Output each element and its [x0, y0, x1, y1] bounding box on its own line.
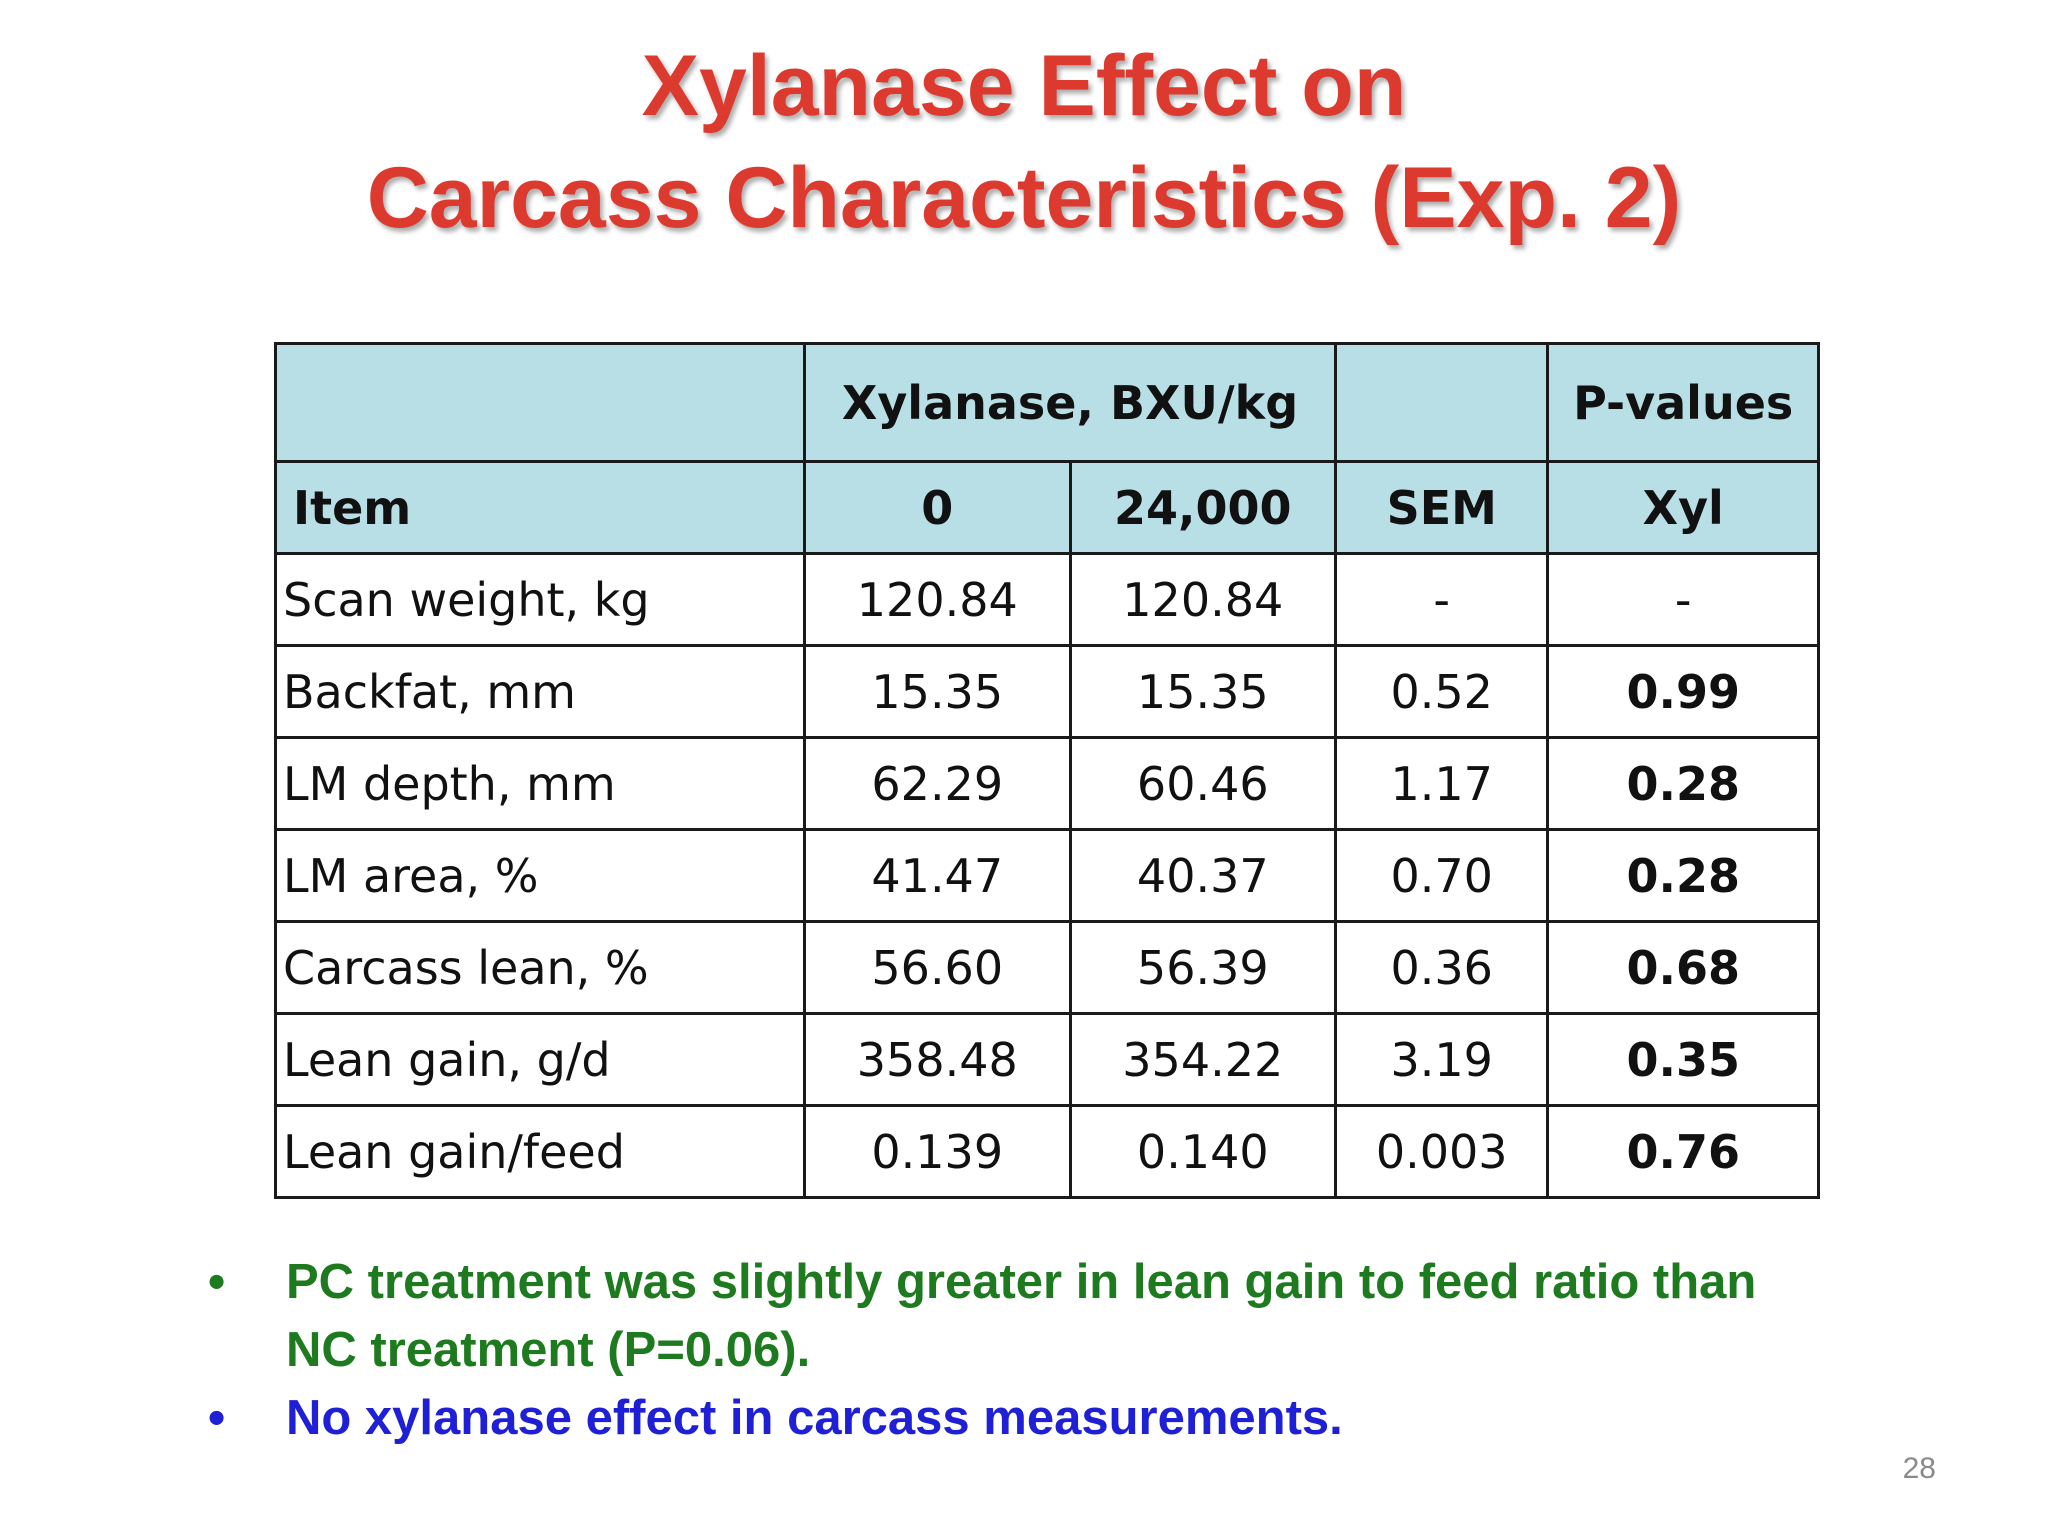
header-xyl: Xyl [1546, 460, 1820, 555]
bullet-list: • PC treatment was slightly greater in l… [200, 1248, 1840, 1452]
carcass-table: Xylanase, BXU/kg P-values Item 0 24,000 … [273, 342, 1820, 1199]
cell-dose-24000: 120.84 [1068, 552, 1338, 647]
cell-dose-24000: 0.140 [1068, 1104, 1338, 1199]
cell-sem: 0.36 [1334, 920, 1550, 1015]
cell-sem: 1.17 [1334, 736, 1550, 831]
cell-sem: 0.70 [1334, 828, 1550, 923]
bullet-text: No xylanase effect in carcass measuremen… [286, 1391, 1343, 1445]
table-header-row-1: Xylanase, BXU/kg P-values [273, 342, 1820, 463]
cell-xyl: 0.68 [1546, 920, 1820, 1015]
cell-dose-0: 120.84 [803, 552, 1072, 647]
header-item: Item [273, 460, 807, 555]
cell-xyl: 0.76 [1546, 1104, 1820, 1199]
cell-item: LM area, % [273, 828, 807, 923]
table-row: Scan weight, kg 120.84 120.84 - - [273, 552, 1820, 647]
cell-dose-0: 41.47 [803, 828, 1072, 923]
header-empty-cell [1334, 342, 1550, 463]
table-row: Lean gain/feed 0.139 0.140 0.003 0.76 [273, 1104, 1820, 1199]
cell-sem: 3.19 [1334, 1012, 1550, 1107]
bullet-marker: • [208, 1391, 226, 1445]
header-pvalues-group: P-values [1546, 342, 1820, 463]
table-row: Backfat, mm 15.35 15.35 0.52 0.99 [273, 644, 1820, 739]
slide-title: Xylanase Effect on Carcass Characteristi… [0, 30, 2048, 254]
bullet-item-pc-treatment: • PC treatment was slightly greater in l… [200, 1248, 1840, 1384]
header-dose-24000: 24,000 [1068, 460, 1338, 555]
bullet-item-no-effect: • No xylanase effect in carcass measurem… [200, 1384, 1840, 1452]
title-line-1: Xylanase Effect on [641, 38, 1407, 134]
cell-item: Scan weight, kg [273, 552, 807, 647]
header-dose-0: 0 [803, 460, 1072, 555]
cell-dose-24000: 60.46 [1068, 736, 1338, 831]
cell-sem: - [1334, 552, 1550, 647]
bullet-marker: • [208, 1255, 226, 1309]
cell-dose-24000: 15.35 [1068, 644, 1338, 739]
header-empty-cell [273, 342, 807, 463]
table-row: Lean gain, g/d 358.48 354.22 3.19 0.35 [273, 1012, 1820, 1107]
cell-dose-24000: 40.37 [1068, 828, 1338, 923]
header-xylanase-group: Xylanase, BXU/kg [803, 342, 1338, 463]
cell-sem: 0.52 [1334, 644, 1550, 739]
cell-dose-0: 0.139 [803, 1104, 1072, 1199]
cell-dose-0: 56.60 [803, 920, 1072, 1015]
cell-xyl: 0.99 [1546, 644, 1820, 739]
cell-xyl: - [1546, 552, 1820, 647]
table-header-row-2: Item 0 24,000 SEM Xyl [273, 460, 1820, 555]
cell-item: LM depth, mm [273, 736, 807, 831]
cell-dose-0: 358.48 [803, 1012, 1072, 1107]
cell-xyl: 0.28 [1546, 736, 1820, 831]
title-line-2: Carcass Characteristics (Exp. 2) [366, 150, 1682, 246]
cell-dose-0: 15.35 [803, 644, 1072, 739]
bullet-text: PC treatment was slightly greater in lea… [286, 1255, 1757, 1377]
slide-number: 28 [1902, 1452, 1936, 1485]
cell-dose-0: 62.29 [803, 736, 1072, 831]
header-sem: SEM [1334, 460, 1550, 555]
table-row: LM area, % 41.47 40.37 0.70 0.28 [273, 828, 1820, 923]
cell-item: Carcass lean, % [273, 920, 807, 1015]
cell-dose-24000: 56.39 [1068, 920, 1338, 1015]
cell-item: Lean gain, g/d [273, 1012, 807, 1107]
table-row: Carcass lean, % 56.60 56.39 0.36 0.68 [273, 920, 1820, 1015]
cell-xyl: 0.28 [1546, 828, 1820, 923]
cell-dose-24000: 354.22 [1068, 1012, 1338, 1107]
cell-item: Lean gain/feed [273, 1104, 807, 1199]
cell-item: Backfat, mm [273, 644, 807, 739]
cell-sem: 0.003 [1334, 1104, 1550, 1199]
table-row: LM depth, mm 62.29 60.46 1.17 0.28 [273, 736, 1820, 831]
cell-xyl: 0.35 [1546, 1012, 1820, 1107]
